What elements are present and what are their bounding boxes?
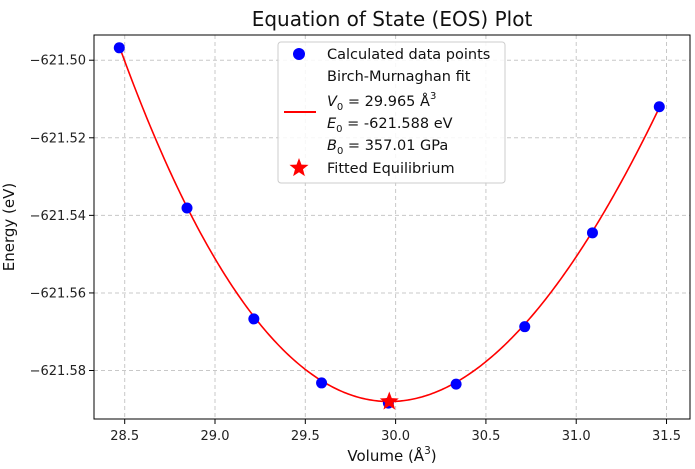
- data-point: [450, 378, 462, 390]
- x-tick-label: 29.5: [291, 429, 320, 444]
- data-point: [113, 42, 125, 54]
- legend-box: [277, 41, 506, 184]
- data-point: [316, 377, 328, 389]
- x-tick-label: 30.0: [381, 429, 410, 444]
- y-tick-label: −621.56: [30, 286, 86, 301]
- x-tick-label: 28.5: [110, 429, 139, 444]
- x-tick-label: 31.5: [652, 429, 681, 444]
- legend-v0-label: V0 = 29.965 Å3: [327, 91, 436, 113]
- data-point: [248, 313, 260, 325]
- data-points-layer: [113, 42, 665, 409]
- chart-title: Equation of State (EOS) Plot: [252, 7, 533, 31]
- plot-frame: [93, 34, 691, 420]
- legend-points-label: Calculated data points: [327, 47, 490, 63]
- data-point: [519, 321, 531, 333]
- data-point: [653, 101, 665, 113]
- x-tick-label: 30.5: [471, 429, 500, 444]
- equilibrium-layer: [379, 391, 399, 410]
- y-tick-label: −621.54: [30, 209, 86, 224]
- y-tick-label: −621.58: [30, 364, 86, 379]
- x-axis-title: Volume (Å3): [347, 445, 436, 465]
- y-tick-label: −621.50: [30, 54, 86, 69]
- legend-star-icon: [289, 158, 309, 177]
- x-axis-ticks: 28.5 29.0 29.5 30.0 30.5 31.0 31.5: [110, 419, 681, 444]
- legend-b0-label: B0 = 357.01 GPa: [327, 138, 448, 157]
- equilibrium-star: [379, 391, 399, 410]
- legend-points-marker: [293, 48, 305, 60]
- data-point: [586, 227, 598, 239]
- y-tick-label: −621.52: [30, 131, 86, 146]
- legend: Calculated data points Birch-Murnaghan f…: [277, 41, 506, 184]
- x-tick-label: 31.0: [562, 429, 591, 444]
- x-tick-label: 29.0: [201, 429, 230, 444]
- y-axis-title: Energy (eV): [0, 183, 18, 271]
- legend-fit-label: Birch-Murnaghan fit: [327, 69, 471, 85]
- legend-e0-label: E0 = -621.588 eV: [327, 116, 453, 135]
- data-point: [181, 202, 193, 214]
- legend-equilibrium-label: Fitted Equilibrium: [327, 161, 455, 177]
- y-axis-ticks: −621.50 −621.52 −621.54 −621.56 −621.58: [30, 54, 94, 379]
